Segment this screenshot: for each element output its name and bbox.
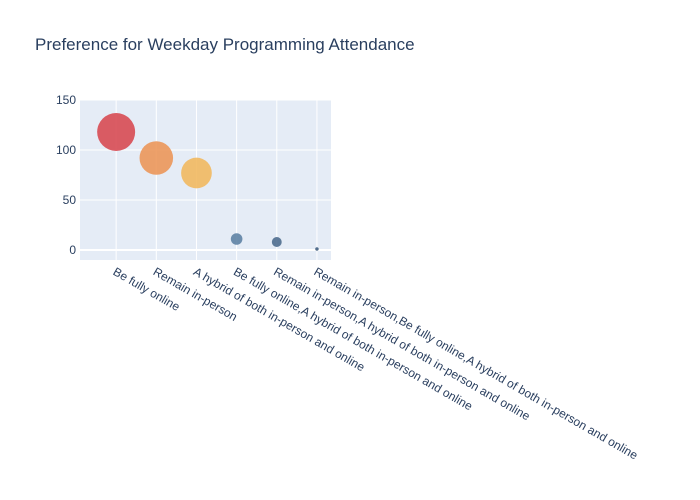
data-point — [315, 247, 319, 251]
data-point — [139, 141, 174, 175]
y-tick-label: 0 — [69, 243, 76, 257]
y-tick-label: 100 — [56, 143, 76, 157]
y-tick-label: 50 — [63, 193, 77, 207]
data-point — [181, 157, 212, 189]
y-axis-ticks: 0 50 100 150 — [56, 93, 76, 257]
y-tick-label: 150 — [56, 93, 76, 107]
chart-title: Preference for Weekday Programming Atten… — [35, 35, 415, 54]
data-markers — [97, 113, 319, 251]
data-point — [230, 233, 243, 245]
data-point — [271, 237, 282, 247]
data-point — [97, 113, 136, 151]
